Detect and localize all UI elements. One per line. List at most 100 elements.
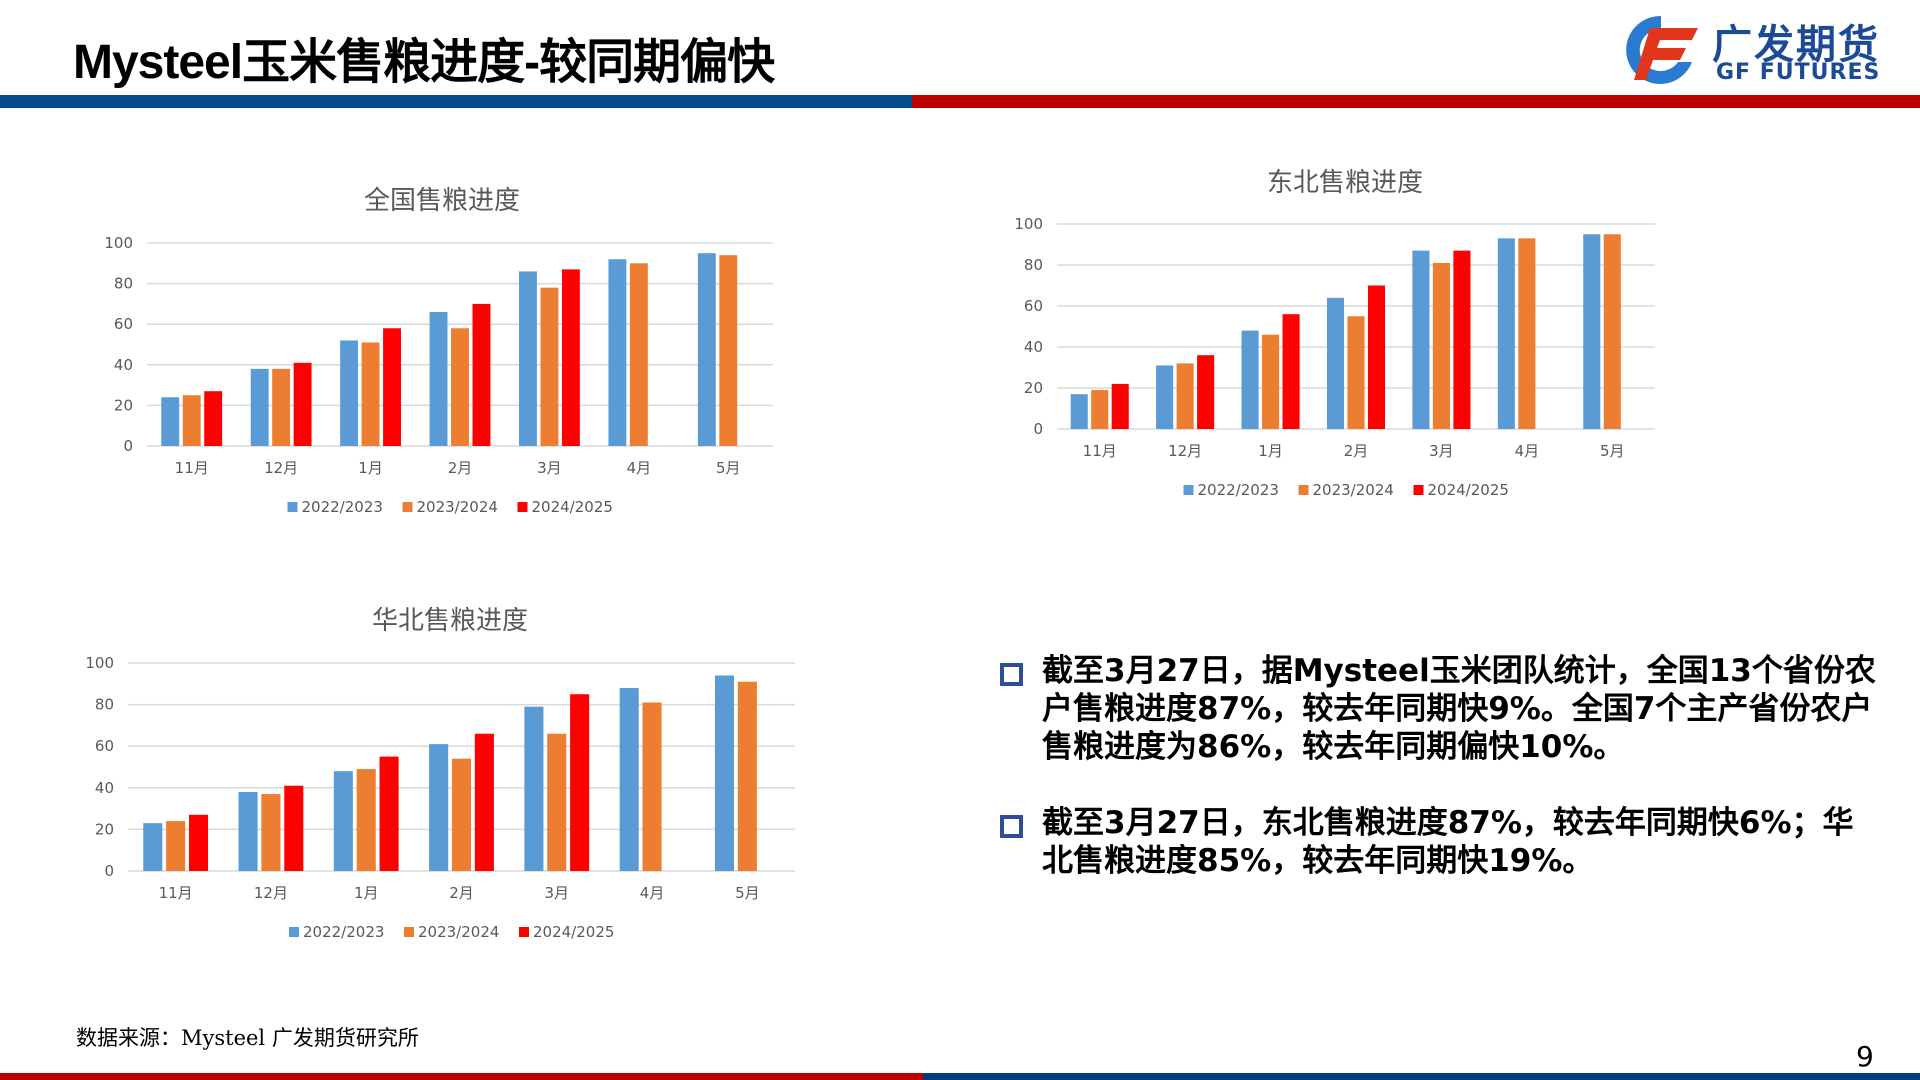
bar-2024-2025 [1282,314,1300,429]
page-title: Mysteel玉米售粮进度-较同期偏快 [73,36,775,89]
bar-2022-2023 [143,823,163,871]
data-source-note: 数据来源：Mysteel 广发期货研究所 [76,1026,419,1050]
bar-2022-2023 [1583,234,1601,429]
bar-2024-2025 [561,269,580,446]
summary-bullet-text: 截至3月27日，据Mysteel玉米团队统计，全国13个省份农户售粮进度87%，… [1042,653,1876,765]
x-tick-label: 4月 [1515,442,1540,460]
x-tick-label: 1月 [1258,442,1283,460]
gf-logo-mark-icon [1626,15,1698,84]
bar-2023-2024 [261,794,281,871]
hollow-square-bullet-icon [1000,815,1023,838]
y-tick-label: 100 [104,234,133,252]
bar-2022-2023 [429,744,449,871]
x-tick-label: 1月 [354,884,379,902]
y-tick-label: 20 [1024,379,1043,397]
bar-2022-2023 [1326,297,1345,429]
bar-2024-2025 [1111,383,1129,429]
bar-2024-2025 [474,733,494,871]
x-tick-label: 4月 [640,884,665,902]
y-tick-label: 80 [114,275,133,293]
bar-2022-2023 [1156,365,1174,429]
x-tick-label: 12月 [264,459,298,477]
legend-label: 2023/2024 [417,498,498,516]
x-tick-label: 12月 [254,884,288,902]
legend-swatch-icon [1413,485,1424,495]
bar-2022-2023 [524,706,544,871]
bar-2024-2025 [570,694,590,871]
bar-2023-2024 [1347,316,1365,429]
summary-bullet-2: 截至3月27日，东北售粮进度87%，较去年同期快6%；华北售粮进度85%，较去年… [1000,804,1880,880]
bar-2024-2025 [1197,355,1215,429]
legend-swatch-icon [402,502,413,512]
x-tick-label: 11月 [159,884,193,902]
y-tick-label: 0 [123,437,133,455]
y-tick-label: 40 [95,779,114,797]
bar-2022-2023 [697,253,716,446]
x-tick-label: 5月 [735,884,760,902]
bar-2022-2023 [1070,394,1088,429]
bar-2023-2024 [356,769,376,871]
bar-2022-2023 [1412,250,1430,429]
y-tick-label: 40 [114,356,133,374]
page-number: 9 [1856,1040,1874,1073]
legend-label: 2023/2024 [418,923,499,941]
x-tick-label: 11月 [175,459,209,477]
bar-2023-2024 [1091,390,1109,429]
bar-2023-2024 [642,702,662,871]
x-tick-label: 3月 [537,459,562,477]
bar-2023-2024 [629,263,648,446]
bar-2023-2024 [1262,334,1280,429]
legend-label: 2024/2025 [533,923,614,941]
summary-bullets: 截至3月27日，据Mysteel玉米团队统计，全国13个省份农户售粮进度87%，… [1000,652,1880,918]
y-tick-label: 60 [1024,297,1043,315]
x-tick-label: 3月 [1429,442,1454,460]
y-tick-label: 100 [85,654,114,672]
bar-2023-2024 [272,368,291,446]
legend-swatch-icon [517,502,528,512]
y-tick-label: 0 [1033,420,1043,438]
x-tick-label: 2月 [449,884,474,902]
x-tick-label: 5月 [1600,442,1625,460]
y-tick-label: 100 [1014,215,1043,233]
bar-2023-2024 [1518,238,1536,429]
legend-swatch-icon [1298,485,1309,495]
chart-title-northeast: 东北售粮进度 [1266,168,1424,198]
bar-2024-2025 [1367,285,1386,429]
header-divider-blue [0,95,912,108]
bar-2024-2025 [188,814,209,871]
legend-label: 2024/2025 [1428,481,1509,499]
bar-2023-2024 [451,758,472,871]
legend-swatch-icon [404,927,414,937]
chart-national: 0 20 40 60 80 100 11月 12月 1月 2月 3月 4月 5月 2022/2023 202… [80,230,800,530]
bar-2024-2025 [284,785,304,871]
bar-2022-2023 [1497,238,1515,429]
y-tick-label: 0 [104,862,114,880]
bar-2023-2024 [1176,363,1194,429]
x-tick-label: 11月 [1083,442,1117,460]
footer-divider-red [0,1073,923,1080]
bar-2024-2025 [293,362,312,446]
bar-2022-2023 [238,791,258,871]
y-tick-label: 20 [114,396,133,414]
chart-title-north-china: 华北售粮进度 [371,606,529,636]
x-tick-label: 2月 [1344,442,1369,460]
bar-2024-2025 [379,756,399,871]
legend-label: 2022/2023 [1198,481,1279,499]
legend-label: 2022/2023 [303,923,384,941]
legend-label: 2023/2024 [1313,481,1394,499]
chart-title-national: 全国售粮进度 [363,186,521,216]
bar-2024-2025 [383,328,401,446]
logo-english-name: GF FUTURES [1716,60,1881,85]
chart-north-china: 0 20 40 60 80 100 11月 12月 1月 2月 3月 4月 5月 2022/2023 202… [80,650,820,950]
bar-2022-2023 [333,771,353,871]
y-tick-label: 80 [1024,256,1043,274]
bar-2024-2025 [472,303,491,446]
bar-2022-2023 [429,312,448,446]
y-tick-label: 20 [95,820,114,838]
bar-2023-2024 [361,342,380,446]
y-tick-label: 80 [95,696,114,714]
chart-northeast: 0 20 40 60 80 100 11月 12月 1月 2月 3月 4月 5月 2022/2023 202… [1005,212,1685,512]
y-tick-label: 40 [1024,338,1043,356]
y-tick-label: 60 [95,737,114,755]
bar-2022-2023 [1241,330,1259,429]
